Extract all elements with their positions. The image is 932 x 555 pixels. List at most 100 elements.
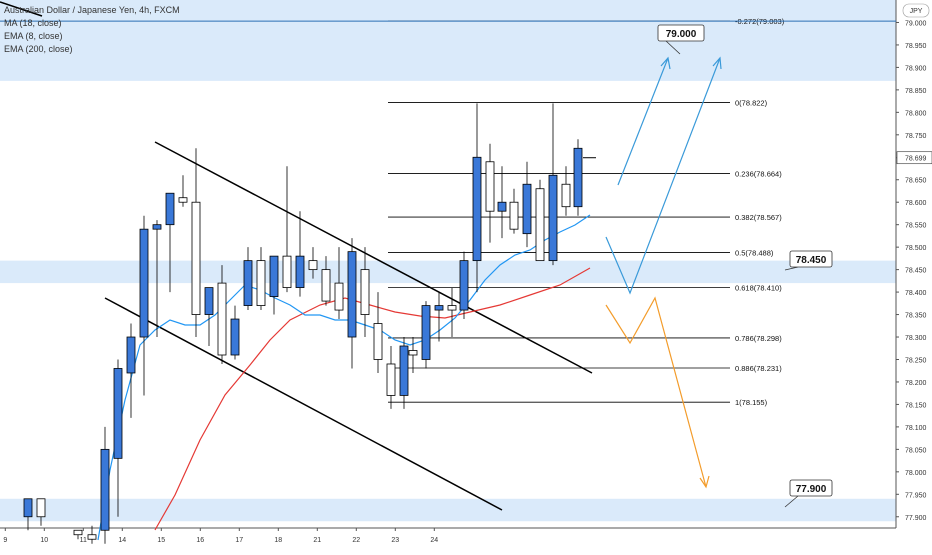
- y-tick-label: 77.900: [905, 515, 927, 522]
- candle[interactable]: [256, 260, 266, 306]
- candle[interactable]: [282, 255, 292, 288]
- top-trend-line[interactable]: [0, 1, 43, 17]
- candle[interactable]: [408, 350, 418, 356]
- fib-level-label: 0.5(78.488): [735, 249, 774, 258]
- candle[interactable]: [399, 345, 409, 396]
- candle[interactable]: [152, 224, 162, 230]
- fib-level-label: 0(78.822): [735, 98, 768, 107]
- projection-arrow-up-2: [605, 57, 721, 295]
- y-tick-label: 78.150: [905, 402, 927, 409]
- channel-upper-line[interactable]: [154, 141, 593, 374]
- projection-arrow-up-1: [617, 57, 669, 186]
- y-tick-label: 78.550: [905, 223, 927, 230]
- candle[interactable]: [434, 305, 444, 311]
- candle[interactable]: [485, 161, 495, 212]
- candle[interactable]: [548, 174, 558, 262]
- price-callout[interactable]: [789, 250, 833, 268]
- y-tick-label: 78.300: [905, 335, 927, 342]
- x-tick-label: 15: [157, 537, 165, 544]
- current-price-label: 78.699: [905, 156, 927, 163]
- candle[interactable]: [178, 197, 188, 203]
- x-tick-label: 22: [352, 537, 360, 544]
- candle[interactable]: [573, 147, 583, 208]
- candle[interactable]: [459, 260, 469, 311]
- fib-level-label: 0.382(78.567): [735, 213, 782, 222]
- price-callout-label: 78.450: [796, 255, 827, 266]
- support-resistance-zone: [0, 260, 896, 284]
- candle[interactable]: [23, 498, 33, 518]
- candle[interactable]: [373, 323, 383, 360]
- y-tick-label: 78.950: [905, 43, 927, 50]
- fib-level-label: 0.236(78.664): [735, 169, 782, 178]
- candle[interactable]: [497, 201, 507, 212]
- y-tick-label: 78.850: [905, 88, 927, 95]
- candle[interactable]: [139, 228, 149, 338]
- y-tick-label: 78.650: [905, 178, 927, 185]
- y-tick-label: 78.750: [905, 133, 927, 140]
- candle[interactable]: [447, 305, 457, 311]
- candle[interactable]: [386, 363, 396, 396]
- candle[interactable]: [360, 269, 370, 315]
- y-tick-label: 78.500: [905, 245, 927, 252]
- candle[interactable]: [243, 260, 253, 306]
- channel-lower-line[interactable]: [104, 297, 503, 511]
- candle[interactable]: [509, 201, 519, 230]
- price-callout-pointer: [784, 495, 799, 508]
- candle[interactable]: [421, 305, 431, 360]
- candle[interactable]: [321, 269, 331, 302]
- y-tick-label: 79.000: [905, 20, 927, 27]
- y-tick-label: 78.800: [905, 110, 927, 117]
- x-tick-label: 18: [274, 537, 282, 544]
- y-tick-label: 78.600: [905, 200, 927, 207]
- fib-level-label: 0.886(78.231): [735, 364, 782, 373]
- x-tick-label: 23: [391, 537, 399, 544]
- projection-arrow-down: [605, 296, 707, 488]
- price-callout-pointer: [784, 266, 799, 271]
- candle[interactable]: [217, 282, 227, 356]
- candle[interactable]: [87, 534, 97, 540]
- candle[interactable]: [269, 255, 279, 297]
- y-tick-label: 77.950: [905, 492, 927, 499]
- candle[interactable]: [472, 156, 482, 262]
- currency-badge[interactable]: [902, 3, 930, 18]
- y-tick-label: 78.900: [905, 65, 927, 72]
- price-callout-pointer: [665, 40, 681, 55]
- candle[interactable]: [561, 183, 571, 208]
- currency-badge-label: JPY: [910, 8, 923, 15]
- fib-level-label: 0.786(78.298): [735, 334, 782, 343]
- price-axis[interactable]: [896, 0, 932, 550]
- candle[interactable]: [334, 282, 344, 311]
- current-price-badge: [896, 151, 932, 165]
- candle[interactable]: [36, 498, 46, 518]
- y-tick-label: 78.000: [905, 470, 927, 477]
- support-resistance-zone: [0, 0, 896, 81]
- candle[interactable]: [295, 255, 305, 288]
- x-tick-label: 10: [40, 537, 48, 544]
- candle[interactable]: [165, 192, 175, 226]
- candle[interactable]: [73, 529, 83, 536]
- price-callout[interactable]: [657, 24, 705, 42]
- ema200-line: [154, 267, 591, 531]
- y-tick-label: 78.450: [905, 268, 927, 275]
- arrowhead: [712, 56, 722, 70]
- candle[interactable]: [230, 318, 240, 356]
- candle[interactable]: [204, 287, 214, 315]
- candle[interactable]: [522, 183, 532, 235]
- candle[interactable]: [100, 448, 110, 531]
- candle[interactable]: [535, 188, 545, 262]
- candle[interactable]: [347, 251, 357, 338]
- candle[interactable]: [191, 201, 201, 315]
- candle[interactable]: [113, 368, 123, 459]
- y-tick-label: 78.200: [905, 380, 927, 387]
- arrowhead: [660, 56, 671, 70]
- x-tick-label: 14: [118, 537, 126, 544]
- candle[interactable]: [308, 260, 318, 271]
- price-callout[interactable]: [789, 479, 833, 497]
- support-resistance-zone: [0, 498, 896, 522]
- indicator-ma18: MA (18, close): [4, 18, 62, 28]
- candle[interactable]: [126, 336, 136, 374]
- x-tick-label: 24: [430, 537, 438, 544]
- chart-legend: Australian Dollar / Japanese Yen, 4h, FX…: [4, 4, 180, 56]
